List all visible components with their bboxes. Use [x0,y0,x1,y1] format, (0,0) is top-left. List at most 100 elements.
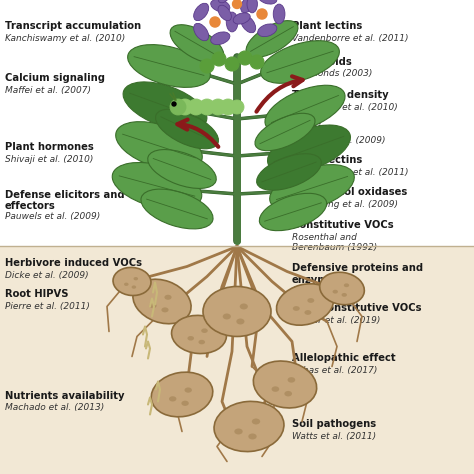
Text: Pierre et al. (2011): Pierre et al. (2011) [5,301,90,310]
Ellipse shape [253,361,317,408]
Ellipse shape [255,113,315,151]
Ellipse shape [172,315,227,354]
Ellipse shape [187,336,194,340]
Circle shape [212,52,226,66]
Ellipse shape [258,0,277,4]
Text: Pauwels et al. (2009): Pauwels et al. (2009) [5,212,100,221]
Ellipse shape [155,109,219,149]
Ellipse shape [113,267,151,295]
Text: Gfeller et al. (2019): Gfeller et al. (2019) [292,316,380,325]
Bar [0,0,474,246]
Ellipse shape [214,401,284,452]
Text: Plant lectins: Plant lectins [292,155,362,165]
Ellipse shape [284,391,292,396]
Text: Calcium signaling: Calcium signaling [5,73,105,83]
Ellipse shape [267,125,350,173]
Ellipse shape [194,23,209,41]
Text: Bhonwong et al. (2009): Bhonwong et al. (2009) [292,200,398,209]
Ellipse shape [128,45,210,87]
Ellipse shape [304,310,311,315]
Circle shape [172,102,176,106]
Ellipse shape [170,25,224,64]
Circle shape [210,99,226,115]
Ellipse shape [265,85,345,133]
Text: Machado et al. (2013): Machado et al. (2013) [5,403,104,412]
Text: Vandenborre et al. (2011): Vandenborre et al. (2011) [292,168,408,177]
Ellipse shape [333,290,338,293]
Text: Herbivore induced VOCs: Herbivore induced VOCs [5,258,142,268]
Ellipse shape [203,286,271,337]
Ellipse shape [248,434,257,439]
Circle shape [220,99,236,115]
Ellipse shape [259,193,327,231]
Text: Plant hormones: Plant hormones [5,142,93,152]
Ellipse shape [124,283,128,286]
Ellipse shape [258,24,277,36]
Ellipse shape [233,13,250,24]
Circle shape [238,51,252,65]
Ellipse shape [223,313,231,319]
Ellipse shape [247,0,257,13]
Circle shape [225,57,239,71]
Text: Defensive proteins and
enzymes: Defensive proteins and enzymes [292,263,423,285]
Text: Root HIPVS: Root HIPVS [5,289,68,299]
Circle shape [230,100,244,114]
Text: Kanchiswamy et al. (2010): Kanchiswamy et al. (2010) [5,34,125,43]
Circle shape [250,55,264,69]
Ellipse shape [112,163,202,210]
Text: Abbas et al. (2017): Abbas et al. (2017) [292,365,378,374]
Text: Shivaji et al. (2010): Shivaji et al. (2010) [5,155,93,164]
Ellipse shape [344,283,349,287]
Ellipse shape [169,396,176,401]
Ellipse shape [293,306,300,311]
Text: Plant lectins: Plant lectins [292,21,362,31]
Ellipse shape [241,0,255,13]
Text: Dicke et al. (2009): Dicke et al. (2009) [5,271,88,280]
Ellipse shape [319,272,365,305]
Ellipse shape [218,5,231,21]
Ellipse shape [149,303,156,308]
Ellipse shape [226,12,238,32]
Circle shape [199,99,215,115]
Ellipse shape [307,298,314,303]
Text: Maffei et al. (2007): Maffei et al. (2007) [5,86,91,95]
Text: Tannins: Tannins [292,123,335,133]
Ellipse shape [211,0,230,12]
Ellipse shape [234,428,243,435]
Ellipse shape [240,303,248,310]
Circle shape [210,17,220,27]
Ellipse shape [252,419,260,425]
Ellipse shape [246,21,298,57]
Ellipse shape [199,340,205,344]
Text: Chamarthi et al. (2010): Chamarthi et al. (2010) [292,102,397,111]
Text: Rosenthal and
Berenbaum (1992): Rosenthal and Berenbaum (1992) [292,233,377,252]
Ellipse shape [194,3,209,21]
Ellipse shape [116,122,202,170]
Ellipse shape [342,293,347,297]
Circle shape [233,0,241,9]
Circle shape [188,99,204,115]
Text: Gill et al. (2010): Gill et al. (2010) [292,286,365,295]
Ellipse shape [141,189,213,229]
Ellipse shape [218,0,231,3]
Ellipse shape [123,82,207,130]
Ellipse shape [211,32,230,45]
Ellipse shape [201,328,208,333]
Text: Simmonds (2003): Simmonds (2003) [292,69,372,78]
Ellipse shape [237,319,245,325]
Text: Vandenborre et al. (2011): Vandenborre et al. (2011) [292,34,408,43]
Text: Trichome density: Trichome density [292,90,388,100]
Ellipse shape [133,279,191,324]
Circle shape [257,9,267,19]
Text: Flavonoids: Flavonoids [292,57,352,67]
Ellipse shape [132,285,136,289]
Ellipse shape [184,387,192,393]
Ellipse shape [256,154,321,190]
Text: Defense elicitors and
effectors: Defense elicitors and effectors [5,190,124,211]
Ellipse shape [272,386,279,392]
Ellipse shape [270,164,354,211]
Circle shape [177,99,193,115]
Text: Nutrients availability: Nutrients availability [5,391,124,401]
Circle shape [200,59,214,73]
Ellipse shape [276,284,334,325]
